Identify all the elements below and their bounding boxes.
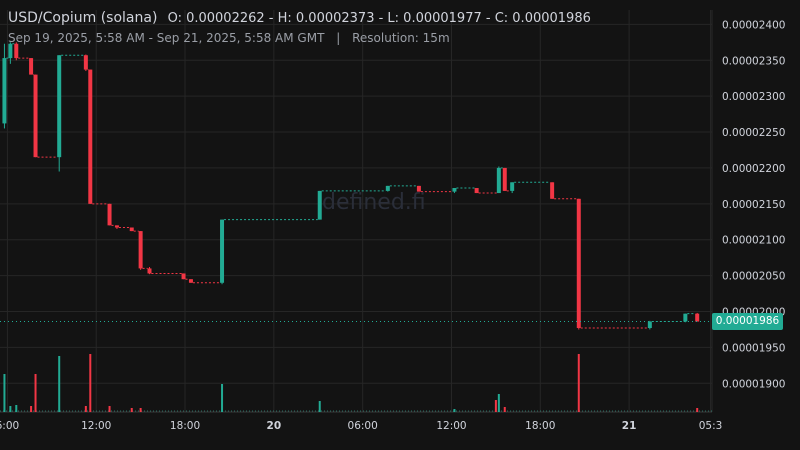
candle-body — [496, 167, 501, 194]
x-tick-label: 21 — [622, 420, 637, 432]
candle-body — [220, 219, 225, 283]
y-tick-label: 0.00002300 — [722, 91, 785, 103]
x-tick-label: 18:00 — [170, 420, 200, 432]
candle-body — [550, 182, 555, 199]
candle-body — [129, 227, 134, 232]
candle-body — [416, 185, 421, 192]
candle-body — [114, 225, 119, 228]
volume-bar — [108, 406, 111, 412]
candle-body — [88, 69, 93, 204]
candle-body — [57, 55, 62, 158]
candle-body — [188, 279, 193, 283]
volume-bar — [84, 406, 87, 412]
y-tick-label: 0.00002400 — [722, 19, 785, 31]
volume-bar — [30, 406, 33, 412]
watermark: defined.fi — [322, 190, 426, 215]
y-tick-label: 0.00001950 — [722, 342, 785, 354]
candle-body — [2, 58, 7, 124]
chart-header: USD/Copium (solana) O: 0.00002262 - H: 0… — [8, 10, 591, 45]
volume-bar — [130, 408, 133, 412]
y-tick-label: 0.00002100 — [722, 235, 785, 247]
candle-body — [647, 321, 652, 329]
candle-body — [8, 43, 13, 59]
resolution-label[interactable]: Resolution: 15m — [352, 31, 450, 45]
y-tick-label: 0.00002350 — [722, 55, 785, 67]
x-tick-label: 12:00 — [436, 420, 466, 432]
volume-bar — [34, 374, 37, 412]
candle-body — [14, 43, 19, 59]
candle-body — [83, 55, 88, 70]
volume-bar — [577, 354, 580, 412]
candle-body — [385, 185, 390, 191]
volume-bar — [221, 384, 224, 412]
ohlc-readout: O: 0.00002262 - H: 0.00002373 - L: 0.000… — [167, 11, 591, 26]
x-tick-label: 20 — [267, 420, 282, 432]
volume-bar — [9, 406, 12, 412]
volume-bar — [89, 354, 92, 412]
volume-bar — [497, 394, 500, 412]
volume-bar — [318, 401, 321, 412]
x-tick-label: 12:00 — [81, 420, 111, 432]
volume-bar — [696, 408, 699, 412]
x-tick-label: 18:00 — [525, 420, 555, 432]
y-tick-label: 0.00001900 — [722, 378, 785, 390]
candle-body — [474, 188, 479, 194]
volume-bar — [503, 407, 506, 412]
candle-body — [452, 188, 457, 192]
chart-title: USD/Copium (solana) — [8, 10, 158, 26]
y-tick-label: 0.00002250 — [722, 127, 785, 139]
volume-bar — [58, 356, 61, 412]
x-tick-label: 6:00 — [0, 420, 19, 432]
candle-body — [695, 313, 700, 322]
candle-body — [29, 58, 34, 75]
y-tick-label: 0.00002200 — [722, 163, 785, 175]
y-tick-label: 0.00002050 — [722, 271, 785, 283]
volume-bar — [15, 405, 18, 412]
header-separator: | — [336, 31, 341, 45]
volume-bar — [3, 374, 6, 412]
candle-body — [317, 190, 322, 220]
candle-body — [107, 203, 112, 226]
x-tick-label: 05:3 — [699, 420, 723, 432]
candle-body — [33, 74, 38, 158]
candle-body — [138, 231, 143, 269]
candle-body — [510, 182, 515, 191]
date-range: Sep 19, 2025, 5:58 AM - Sep 21, 2025, 5:… — [8, 31, 325, 45]
volume-bar — [139, 408, 142, 412]
candle-body — [576, 198, 581, 329]
x-tick-label: 06:00 — [348, 420, 378, 432]
candle-body — [683, 313, 688, 322]
volume-bar — [453, 409, 456, 412]
candle-body — [147, 268, 152, 274]
last-price-tag: 0.00001986 — [712, 313, 783, 331]
candle-body — [502, 167, 507, 191]
volume-bar — [494, 400, 497, 412]
y-tick-label: 0.00002150 — [722, 199, 785, 211]
candle-body — [181, 273, 186, 280]
